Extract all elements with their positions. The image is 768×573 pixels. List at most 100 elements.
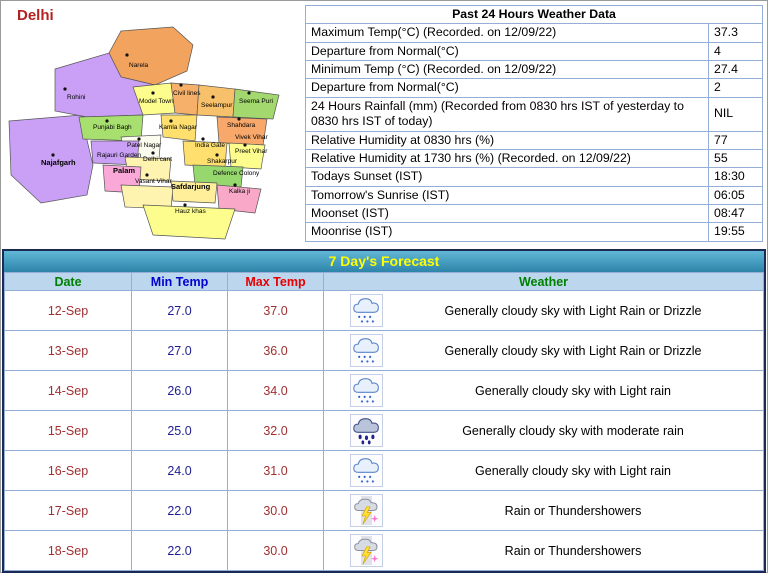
past24-label: Tomorrow's Sunrise (IST): [305, 185, 709, 205]
past24-row: Tomorrow's Sunrise (IST) 06:05: [305, 185, 763, 205]
forecast-weather-cell: Generally cloudy sky with moderate rain: [323, 410, 764, 451]
map-marker-dot: [137, 137, 141, 141]
map-marker-dot: [105, 119, 109, 123]
map-label: Kalka ji: [229, 188, 250, 195]
map-label: Shakarpur: [207, 158, 238, 165]
weather-icon: [350, 374, 383, 407]
map-pane: Delhi: [3, 5, 303, 245]
past24-value: 55: [708, 148, 763, 169]
past24-value: 06:05: [708, 185, 763, 205]
past24-label: Departure from Normal(°C): [305, 78, 709, 98]
forecast-date-cell: 12-Sep: [4, 290, 132, 331]
map-marker-dot: [125, 53, 129, 57]
forecast-date-cell: 17-Sep: [4, 490, 132, 531]
map-label: Delhi cant: [143, 156, 172, 163]
past24-row: Maximum Temp(°C) (Recorded. on 12/09/22)…: [305, 23, 763, 43]
past24-label: 24 Hours Rainfall (mm) (Recorded from 08…: [305, 96, 709, 132]
forecast-max-temp-cell: 30.0: [227, 530, 324, 571]
forecast-weather-text: Generally cloudy sky with Light Rain or …: [444, 303, 702, 318]
forecast-row: 18-Sep 22.0 30.0: [4, 530, 764, 571]
past24-label: Departure from Normal(°C): [305, 41, 709, 62]
past24-title: Past 24 Hours Weather Data: [305, 4, 763, 25]
map-label: Narela: [129, 62, 149, 69]
map-marker-dot: [233, 183, 237, 187]
past24-row: Departure from Normal(°C) 2: [305, 78, 763, 98]
forecast-max-temp-cell: 34.0: [227, 370, 324, 411]
past24-value: 19:55: [708, 222, 763, 242]
forecast-min-temp-cell: 24.0: [131, 450, 228, 491]
map-marker-dot: [179, 83, 183, 87]
heavy-rain-drops-icon: [358, 434, 375, 445]
forecast-weather-text: Rain or Thundershowers: [504, 543, 642, 558]
past24-row: 24 Hours Rainfall (mm) (Recorded from 08…: [305, 96, 763, 132]
map-label: Seema Puri: [239, 98, 273, 105]
map-label: Model Town: [139, 98, 174, 105]
map-label: Patel Nagar: [127, 142, 162, 149]
map-label: Civil lines: [173, 90, 201, 97]
top-section: Delhi: [1, 1, 767, 245]
rain-drops-icon: [358, 395, 374, 403]
forecast-row: 16-Sep 24.0 31.0: [4, 450, 764, 491]
map-label: Kamla Nagar: [159, 124, 198, 131]
map-label: Rajauri Garden: [97, 152, 141, 159]
forecast-weather-text: Generally cloudy sky with Light rain: [475, 463, 671, 478]
weather-icon: [350, 494, 383, 527]
weather-icon: [350, 294, 383, 327]
map-marker-dot: [247, 91, 251, 95]
column-header-weather: Weather: [323, 272, 764, 291]
map-marker-dot: [151, 151, 155, 155]
map-label: India Gate: [195, 142, 225, 149]
column-header-min-temp: Min Temp: [131, 272, 228, 291]
map-label: Shahdara: [227, 122, 256, 129]
past24-label: Maximum Temp(°C) (Recorded. on 12/09/22): [305, 23, 709, 43]
forecast-weather-cell: Generally cloudy sky with Light rain: [323, 450, 764, 491]
map-label: Vasant Vihar: [135, 178, 172, 185]
past24-row: Departure from Normal(°C) 4: [305, 41, 763, 62]
map-label: Palam: [113, 166, 135, 175]
past24-row: Minimum Temp (°C) (Recorded. on 12/09/22…: [305, 60, 763, 80]
forecast-weather-cell: Generally cloudy sky with Light Rain or …: [323, 330, 764, 371]
map-marker-dot: [183, 203, 187, 207]
forecast-title: 7 Day's Forecast: [4, 251, 764, 272]
forecast-date-cell: 13-Sep: [4, 330, 132, 371]
forecast-weather-text: Rain or Thundershowers: [504, 503, 642, 518]
forecast-weather-cell: Generally cloudy sky with Light Rain or …: [323, 290, 764, 331]
forecast-date-cell: 18-Sep: [4, 530, 132, 571]
past24-row: Relative Humidity at 1730 hrs (%) (Recor…: [305, 148, 763, 169]
map-marker-dot: [237, 117, 241, 121]
forecast-date-cell: 16-Sep: [4, 450, 132, 491]
forecast-header-row: Date Min Temp Max Temp Weather: [4, 272, 764, 291]
dark-rain-cloud-icon: [353, 418, 379, 433]
forecast-row: 14-Sep 26.0 34.0: [4, 370, 764, 411]
weather-icon: [350, 454, 383, 487]
page-title: Delhi: [17, 7, 54, 24]
past24-label: Relative Humidity at 0830 hrs (%): [305, 130, 709, 150]
map-label: Seelampur: [201, 102, 233, 109]
map-label: Rohini: [67, 94, 85, 101]
forecast-min-temp-cell: 22.0: [131, 490, 228, 531]
past24-label: Todays Sunset (IST): [305, 167, 709, 187]
map-label: Defence Colony: [213, 170, 260, 177]
map-marker-dot: [201, 137, 205, 141]
map-marker-dot: [151, 91, 155, 95]
forecast-row: 13-Sep 27.0 36.0: [4, 330, 764, 371]
past24-row: Moonset (IST) 08:47: [305, 203, 763, 224]
past24-value: NIL: [708, 96, 763, 132]
rain-cloud-icon: [353, 378, 379, 393]
rain-cloud-icon: [353, 298, 379, 313]
forecast-weather-cell: Rain or Thundershowers: [323, 490, 764, 531]
map-label: Preet Vihar: [235, 148, 268, 155]
forecast-weather-cell: Rain or Thundershowers: [323, 530, 764, 571]
map-label: Hauz khas: [175, 208, 206, 215]
map-marker-dot: [215, 153, 219, 157]
map-label: Najafgarh: [41, 158, 76, 167]
map-marker-dot: [63, 87, 67, 91]
pink-spark-icon: [371, 555, 379, 563]
forecast-date-cell: 14-Sep: [4, 370, 132, 411]
forecast-max-temp-cell: 32.0: [227, 410, 324, 451]
forecast-min-temp-cell: 27.0: [131, 290, 228, 331]
weather-icon: [350, 334, 383, 367]
map-label: Punjabi Bagh: [93, 124, 132, 131]
map-marker-dot: [169, 119, 173, 123]
